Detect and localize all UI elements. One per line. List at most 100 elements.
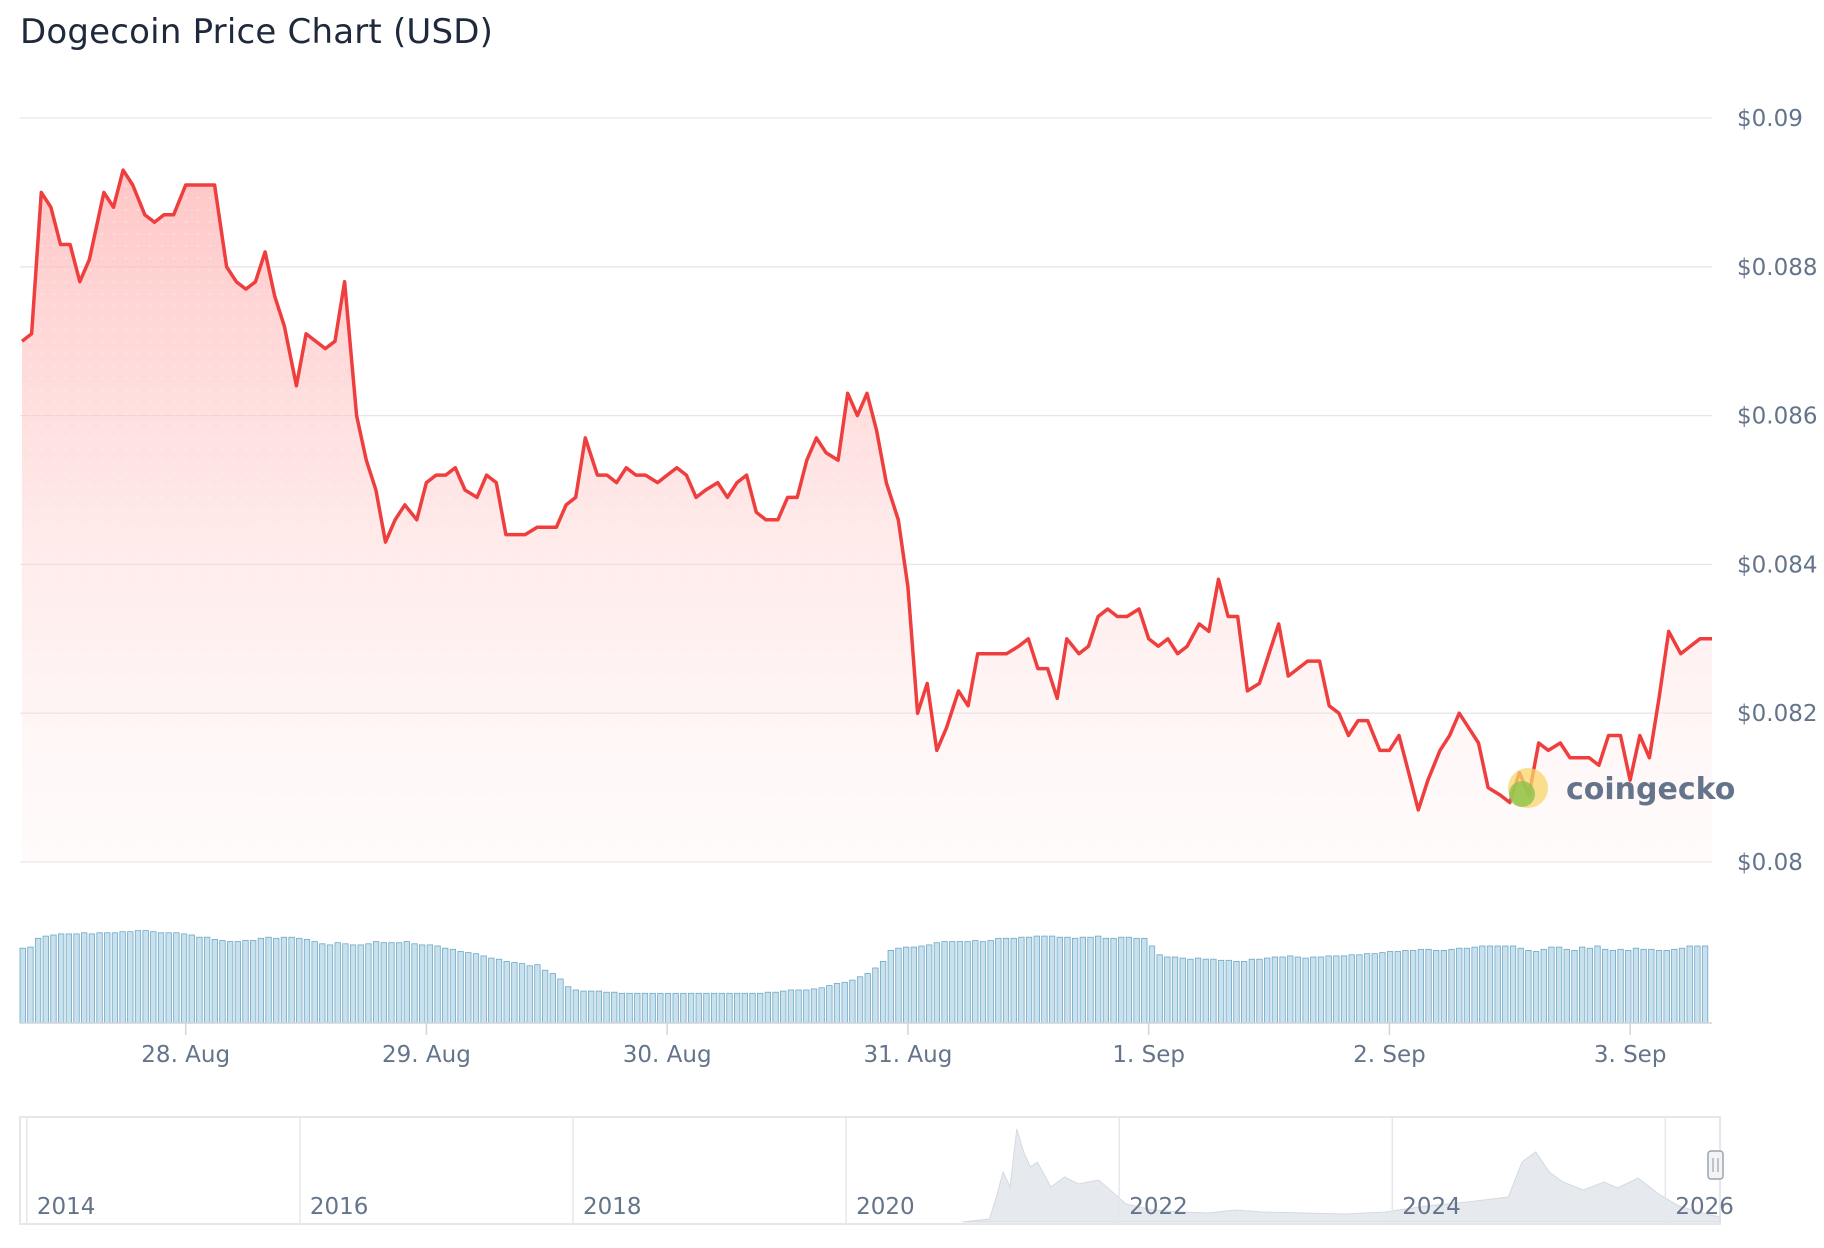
volume-bar [1241, 961, 1248, 1024]
volume-bar [380, 942, 387, 1024]
volume-bar [426, 944, 434, 1024]
volume-bar [1348, 954, 1355, 1024]
volume-bar [134, 930, 142, 1024]
volume-bar [1594, 945, 1601, 1024]
navigator-year-labels: 2014 2016 2018 2020 2022 2024 2026 [26, 1117, 1734, 1224]
volume-bar [872, 967, 879, 1024]
volume-bar [1256, 958, 1263, 1024]
volume-bar [695, 992, 702, 1024]
volume-bar [1663, 950, 1670, 1024]
volume-bar [549, 973, 556, 1024]
volume-bar [1563, 948, 1570, 1024]
volume-bar [657, 992, 664, 1024]
volume-bar [1356, 954, 1363, 1024]
volume-bar [1264, 957, 1271, 1024]
volume-bar [803, 989, 810, 1024]
volume-bar [403, 941, 410, 1024]
volume-bar [887, 950, 894, 1024]
x-tick-label: 2. Sep [1353, 1042, 1426, 1068]
volume-bar [764, 991, 772, 1024]
volume-bar [472, 953, 480, 1024]
volume-bar [250, 940, 257, 1024]
volume-bar [1164, 956, 1171, 1024]
volume-bar [649, 992, 656, 1024]
volume-bar [1210, 958, 1217, 1024]
price-line[interactable] [20, 168, 1712, 812]
navigator-year-label: 2016 [310, 1194, 369, 1220]
volume-bar [1287, 955, 1294, 1024]
navigator-handle[interactable] [1707, 1150, 1724, 1180]
volume-bar [1678, 947, 1686, 1024]
volume-bar [680, 992, 687, 1024]
volume-bar [618, 992, 626, 1024]
volume-bar [73, 933, 80, 1024]
volume-bar [104, 932, 111, 1024]
volume-bar [580, 990, 587, 1024]
volume-bar [664, 992, 672, 1024]
volume-bar [749, 992, 756, 1024]
volume-bar [918, 945, 925, 1024]
volume-bar [734, 992, 741, 1024]
volume-bar [334, 942, 341, 1024]
volume-bar [588, 990, 595, 1024]
volume-bar [227, 941, 234, 1024]
volume-bar [1041, 935, 1048, 1024]
volume-bar [1118, 936, 1125, 1024]
volume-bar [1463, 947, 1471, 1024]
volume-bar [196, 936, 203, 1024]
volume-bar [1156, 954, 1163, 1024]
volume-bar [265, 936, 272, 1024]
volume-bar [480, 955, 487, 1024]
volume-bar [1555, 946, 1563, 1024]
volume-bar [211, 939, 218, 1024]
y-tick-label: $0.086 [1737, 404, 1817, 430]
volume-bar [111, 932, 119, 1024]
y-tick-label: $0.084 [1737, 552, 1817, 578]
volume-bar [319, 943, 326, 1024]
volume-bar [1002, 937, 1010, 1024]
volume-bar [1632, 947, 1640, 1024]
volume-bar [1502, 945, 1509, 1024]
volume-bar [941, 941, 948, 1024]
volume-bar [518, 963, 526, 1024]
volume-bar [949, 941, 956, 1024]
volume-bar [1671, 948, 1678, 1024]
x-tick-label: 3. Sep [1594, 1042, 1667, 1068]
time-navigator[interactable]: 2014 2016 2018 2020 2022 2024 2026 [19, 1116, 1734, 1225]
volume-bar [1701, 945, 1709, 1024]
volume-bar [703, 992, 710, 1024]
y-tick-label: $0.08 [1737, 850, 1803, 876]
volume-bar [1310, 956, 1317, 1024]
volume-bar [1602, 948, 1609, 1024]
volume-bar [964, 941, 971, 1024]
volume-bar [1471, 946, 1478, 1024]
volume-bar [1379, 952, 1386, 1024]
volume-bar [296, 937, 303, 1024]
chart-title: Dogecoin Price Chart (USD) [20, 12, 494, 52]
volume-bar [926, 944, 933, 1024]
volume-bar [1402, 950, 1409, 1024]
y-tick-label: $0.082 [1737, 701, 1817, 727]
volume-bar [1340, 955, 1348, 1024]
volume-bar [1141, 937, 1148, 1024]
volume-bar [1187, 958, 1194, 1024]
volume-bar [1425, 948, 1432, 1024]
volume-bar [741, 992, 748, 1024]
volume-bar [58, 933, 65, 1024]
volume-bar [188, 934, 195, 1024]
volume-bar [772, 991, 779, 1024]
volume-bar [1486, 945, 1494, 1024]
volume-bar [641, 992, 649, 1024]
volume-bar [1148, 945, 1156, 1024]
volume-bar [396, 942, 403, 1024]
volume-bar [1102, 937, 1110, 1024]
volume-bar [565, 986, 572, 1024]
volume-bar [1133, 937, 1140, 1024]
volume-bar [1233, 961, 1240, 1024]
volume-bar [1479, 945, 1486, 1024]
volume-bar [895, 947, 902, 1024]
volume-bar [526, 965, 533, 1024]
volume-bar [956, 941, 964, 1024]
volume-bar [311, 941, 318, 1024]
